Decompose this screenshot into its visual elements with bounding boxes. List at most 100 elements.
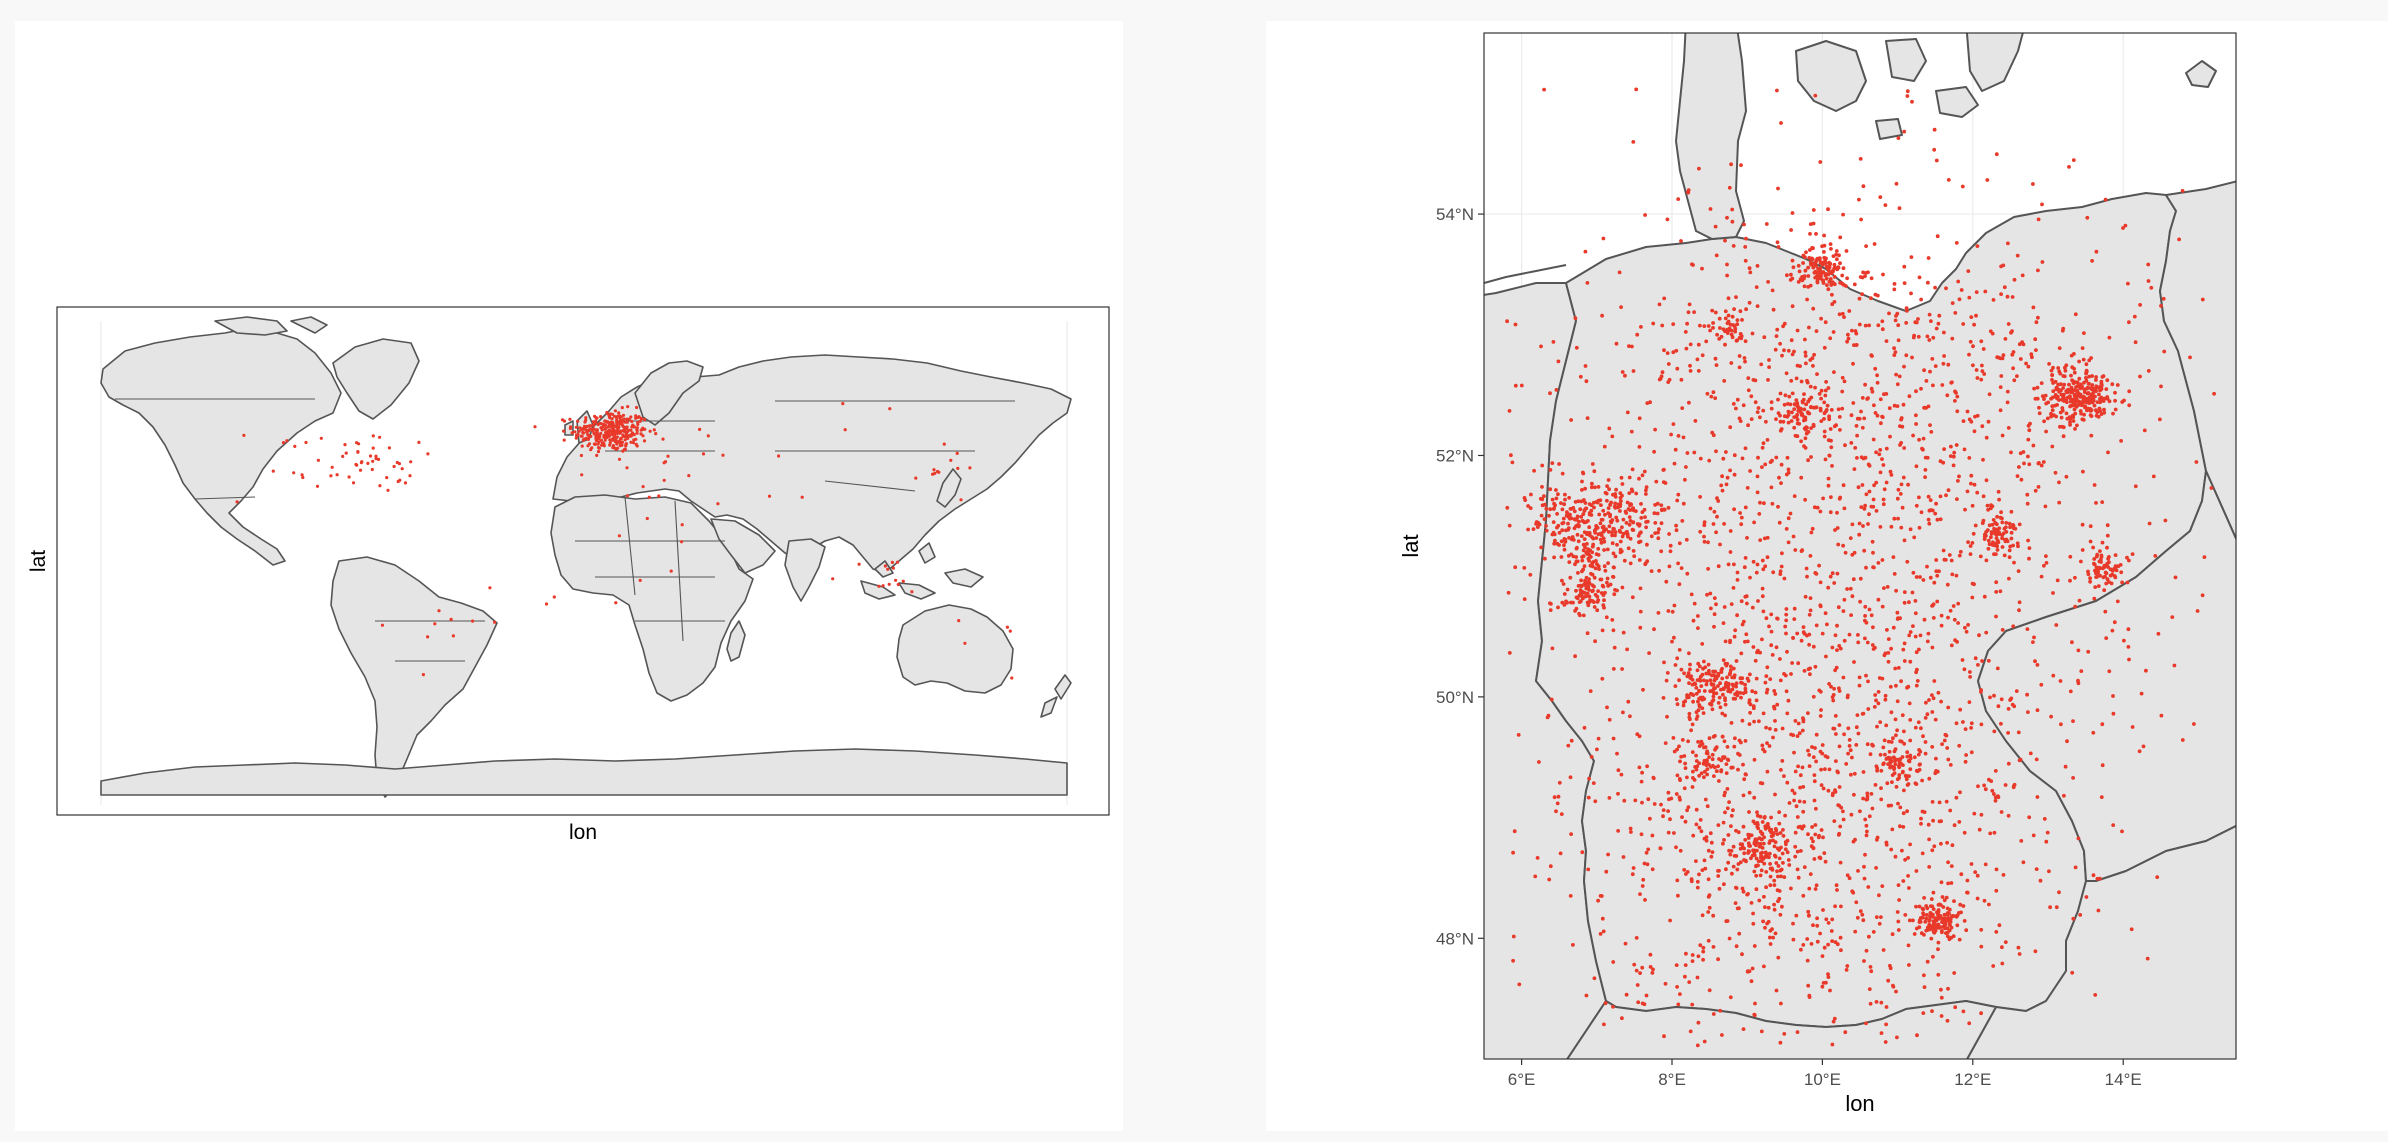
data-point <box>2080 548 2085 552</box>
data-point <box>1726 562 1731 567</box>
data-point <box>1821 835 1825 840</box>
data-point <box>1786 467 1791 472</box>
data-point <box>1606 852 1610 857</box>
data-point <box>1948 919 1953 924</box>
data-point <box>1859 409 1863 414</box>
data-point <box>2104 387 2109 391</box>
data-point <box>1714 745 1719 750</box>
data-point <box>1810 825 1814 829</box>
data-point <box>1847 738 1852 742</box>
data-point <box>1511 850 1515 855</box>
data-point <box>1841 817 1846 822</box>
data-point <box>1852 550 1857 555</box>
data-point <box>1768 883 1773 888</box>
data-point <box>586 429 591 433</box>
data-point <box>1880 558 1885 562</box>
data-point <box>1607 524 1612 529</box>
data-point <box>1834 249 1839 253</box>
data-point <box>1991 298 1996 302</box>
data-point <box>1569 600 1573 605</box>
data-point <box>1807 753 1812 757</box>
data-point <box>1722 379 1727 383</box>
data-point <box>1786 470 1791 475</box>
data-point <box>1997 923 2002 928</box>
data-point <box>371 459 375 463</box>
data-point <box>1735 570 1740 575</box>
data-point <box>1795 417 1800 422</box>
data-point <box>1634 968 1639 973</box>
data-point <box>1010 676 1014 680</box>
data-point <box>1712 509 1717 514</box>
data-point <box>1547 877 1552 882</box>
data-point <box>1917 437 1921 442</box>
data-point <box>1856 869 1860 873</box>
data-point <box>1726 860 1731 865</box>
data-point <box>2075 389 2079 394</box>
data-point <box>1944 733 1949 738</box>
data-point <box>613 440 618 444</box>
data-point <box>1686 310 1691 315</box>
data-point <box>1777 810 1782 814</box>
data-point <box>1871 930 1876 934</box>
data-point <box>1557 780 1562 785</box>
data-point <box>1781 834 1786 838</box>
data-point <box>1835 266 1840 270</box>
data-point <box>2006 813 2011 818</box>
data-point <box>1688 662 1692 667</box>
data-point <box>1529 492 1533 497</box>
data-point <box>1754 698 1759 703</box>
data-point <box>1730 675 1735 680</box>
data-point <box>580 473 584 477</box>
data-point <box>1722 605 1727 609</box>
data-point <box>451 634 455 638</box>
data-point <box>1804 566 1809 571</box>
data-point <box>1926 631 1931 636</box>
data-point <box>2163 518 2168 523</box>
data-point <box>1871 625 1875 630</box>
data-point <box>1707 458 1712 463</box>
data-point <box>271 469 275 473</box>
data-point <box>1786 540 1791 545</box>
data-point <box>2071 158 2076 163</box>
data-point <box>2033 488 2038 493</box>
data-point <box>2005 389 2010 394</box>
data-point <box>1670 609 1675 614</box>
data-point <box>1848 748 1853 753</box>
data-point <box>1687 715 1692 720</box>
data-point <box>1949 935 1954 940</box>
data-point <box>1742 222 1746 227</box>
data-point <box>1796 661 1801 666</box>
data-point <box>1831 698 1836 703</box>
data-point <box>2095 574 2099 579</box>
data-point <box>1853 446 1858 450</box>
data-point <box>2049 368 2054 373</box>
data-point <box>426 452 430 456</box>
data-point <box>2026 364 2031 369</box>
data-point <box>1911 433 1915 438</box>
data-point <box>2002 285 2007 290</box>
data-point <box>1828 336 1833 341</box>
data-point <box>2012 277 2017 282</box>
data-point <box>1896 338 1901 343</box>
data-point <box>1762 335 1767 340</box>
data-point <box>2127 389 2132 394</box>
data-point <box>1949 643 1954 648</box>
data-point <box>1937 819 1942 824</box>
data-point <box>1871 647 1876 651</box>
data-point <box>2071 719 2075 723</box>
data-point <box>1937 926 1941 930</box>
data-point <box>1601 529 1606 534</box>
data-point <box>1874 866 1878 870</box>
data-point <box>1775 702 1780 707</box>
data-point <box>2086 406 2090 411</box>
data-point <box>1596 564 1601 568</box>
data-point <box>1822 233 1826 238</box>
data-point <box>347 475 351 479</box>
data-point <box>1857 197 1861 202</box>
data-point <box>1696 740 1700 744</box>
data-point <box>1866 522 1870 526</box>
data-point <box>1747 969 1752 974</box>
data-point <box>1896 487 1901 492</box>
data-point <box>292 471 296 475</box>
data-point <box>437 609 441 613</box>
